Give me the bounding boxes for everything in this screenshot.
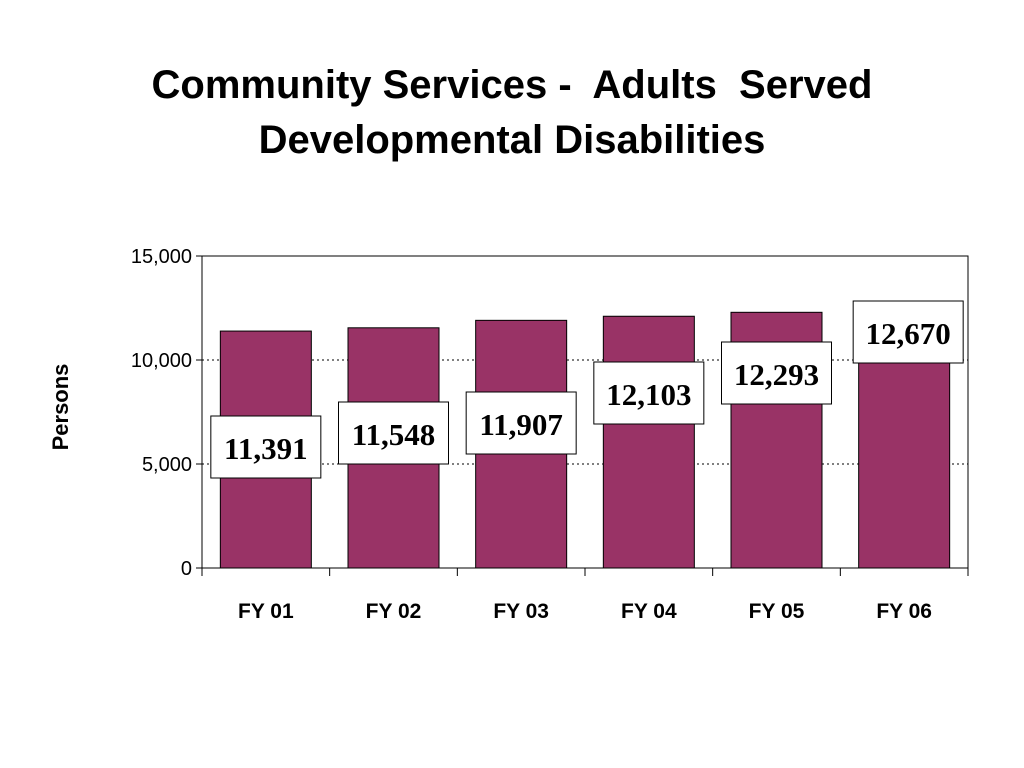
data-label-box [210,415,322,479]
data-label-box [852,300,964,364]
x-tick-label: FY 06 [876,600,932,623]
x-tick-label: FY 02 [366,600,422,623]
data-label-text: 11,548 [352,417,436,452]
x-tick-label: FY 03 [493,600,549,623]
bars [219,303,951,569]
data-label: 12,103 [593,361,705,425]
chart-title-line-2: Developmental Disabilities [258,118,766,162]
data-label: 11,391 [210,415,322,479]
data-label: 12,670 [852,300,964,364]
data-labels: 11,391 11,548 11,907 12,103 12,293 12,670 [210,300,964,479]
bar [602,315,695,569]
data-label-box [338,401,449,465]
x-tick-label: FY 05 [749,600,805,623]
data-label: 11,907 [465,391,577,455]
data-label-text: 12,293 [734,357,819,392]
data-label: 12,293 [721,341,832,405]
chart-title-line-1: Community Services - Adults Served [151,63,873,107]
data-label: 11,548 [338,401,449,465]
data-label-box [721,341,832,405]
x-tick-label: FY 04 [621,600,677,623]
data-label-text: 11,391 [224,431,308,466]
chart-title: Community Services - Adults Served Devel… [0,58,1024,168]
x-tick-label: FY 01 [238,600,294,623]
y-tick-label: 15,000 [131,246,192,268]
data-label-box [465,391,577,455]
data-label-text: 11,907 [479,407,563,442]
y-axis-label: Persons [48,364,73,451]
y-tick-label: 0 [181,558,192,580]
y-tick-label: 5,000 [142,454,192,476]
data-label-text: 12,670 [866,316,951,351]
data-label-text: 12,103 [606,377,691,412]
data-label-box [593,361,705,425]
y-tick-label: 10,000 [131,350,192,372]
axes: 0 5,000 10,000 15,000 FY 01 FY 02 FY 03 FY 04 FY… [131,246,969,623]
